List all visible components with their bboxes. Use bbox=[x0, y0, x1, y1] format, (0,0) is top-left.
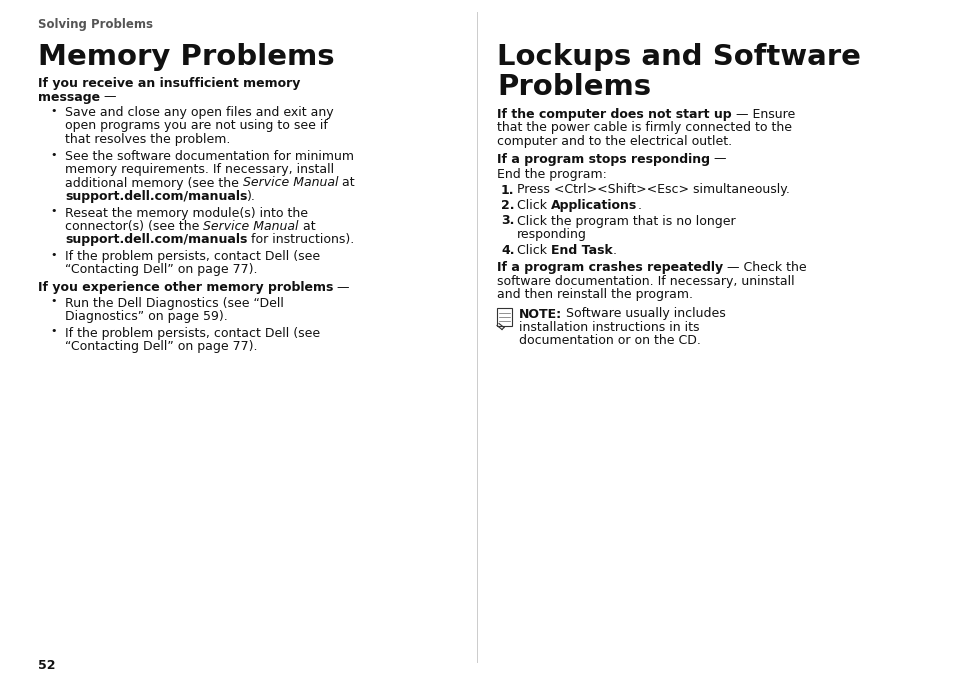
Text: •: • bbox=[50, 297, 56, 307]
Bar bbox=[497, 307, 512, 326]
Text: — Check the: — Check the bbox=[722, 261, 806, 274]
Text: If the problem persists, contact Dell (see: If the problem persists, contact Dell (s… bbox=[65, 326, 320, 339]
Text: NOTE:: NOTE: bbox=[518, 307, 561, 320]
Text: message: message bbox=[38, 91, 100, 104]
Text: •: • bbox=[50, 250, 56, 260]
Text: 2.: 2. bbox=[500, 199, 514, 212]
Text: Solving Problems: Solving Problems bbox=[38, 18, 152, 31]
Text: that the power cable is firmly connected to the: that the power cable is firmly connected… bbox=[497, 121, 791, 135]
Text: If you receive an insufficient memory: If you receive an insufficient memory bbox=[38, 77, 300, 90]
Text: —: — bbox=[100, 91, 116, 104]
Text: that resolves the problem.: that resolves the problem. bbox=[65, 133, 230, 146]
Text: for instructions).: for instructions). bbox=[247, 234, 355, 246]
Text: —: — bbox=[333, 281, 350, 294]
Text: support.dell.com/manuals: support.dell.com/manuals bbox=[65, 234, 247, 246]
Text: Problems: Problems bbox=[497, 73, 651, 101]
Text: Software usually includes: Software usually includes bbox=[561, 307, 725, 320]
Text: installation instructions in its: installation instructions in its bbox=[518, 321, 699, 334]
Text: —: — bbox=[709, 152, 726, 165]
Text: If the problem persists, contact Dell (see: If the problem persists, contact Dell (s… bbox=[65, 250, 320, 263]
Text: and then reinstall the program.: and then reinstall the program. bbox=[497, 288, 692, 301]
Text: computer and to the electrical outlet.: computer and to the electrical outlet. bbox=[497, 135, 731, 148]
Text: Save and close any open files and exit any: Save and close any open files and exit a… bbox=[65, 106, 334, 119]
Text: “Contacting Dell” on page 77).: “Contacting Dell” on page 77). bbox=[65, 340, 257, 353]
Text: .: . bbox=[612, 244, 616, 257]
Text: Memory Problems: Memory Problems bbox=[38, 43, 335, 71]
Text: If a program crashes repeatedly: If a program crashes repeatedly bbox=[497, 261, 722, 274]
Text: ).: ). bbox=[247, 190, 256, 203]
Text: •: • bbox=[50, 150, 56, 160]
Text: connector(s) (see the: connector(s) (see the bbox=[65, 220, 203, 233]
Text: .: . bbox=[637, 199, 640, 212]
Text: documentation or on the CD.: documentation or on the CD. bbox=[518, 334, 700, 347]
Text: — Ensure: — Ensure bbox=[731, 108, 794, 121]
Text: software documentation. If necessary, uninstall: software documentation. If necessary, un… bbox=[497, 274, 794, 288]
Text: additional memory (see the: additional memory (see the bbox=[65, 177, 243, 190]
Text: Service Manual: Service Manual bbox=[203, 220, 298, 233]
Text: Service Manual: Service Manual bbox=[243, 177, 338, 190]
Text: Run the Dell Diagnostics (see “Dell: Run the Dell Diagnostics (see “Dell bbox=[65, 297, 284, 309]
Text: Applications: Applications bbox=[551, 199, 637, 212]
Text: •: • bbox=[50, 206, 56, 217]
Text: at: at bbox=[298, 220, 315, 233]
Text: “Contacting Dell” on page 77).: “Contacting Dell” on page 77). bbox=[65, 263, 257, 276]
Text: See the software documentation for minimum: See the software documentation for minim… bbox=[65, 150, 354, 162]
Text: Click the program that is no longer: Click the program that is no longer bbox=[517, 215, 735, 227]
Text: memory requirements. If necessary, install: memory requirements. If necessary, insta… bbox=[65, 163, 334, 176]
Text: End the program:: End the program: bbox=[497, 168, 606, 181]
Text: Press <Ctrl><Shift><Esc> simultaneously.: Press <Ctrl><Shift><Esc> simultaneously. bbox=[517, 183, 789, 196]
Text: If you experience other memory problems: If you experience other memory problems bbox=[38, 281, 333, 294]
Text: •: • bbox=[50, 326, 56, 336]
Text: Diagnostics” on page 59).: Diagnostics” on page 59). bbox=[65, 310, 228, 323]
Text: Click: Click bbox=[517, 244, 551, 257]
Text: 3.: 3. bbox=[500, 215, 514, 227]
Text: responding: responding bbox=[517, 228, 586, 241]
Text: at: at bbox=[338, 177, 355, 190]
Text: End Task: End Task bbox=[551, 244, 612, 257]
Text: 4.: 4. bbox=[500, 244, 514, 257]
Text: open programs you are not using to see if: open programs you are not using to see i… bbox=[65, 120, 328, 133]
Text: Click: Click bbox=[517, 199, 551, 212]
Text: 52: 52 bbox=[38, 659, 55, 672]
Text: 1.: 1. bbox=[500, 183, 514, 196]
Text: If a program stops responding: If a program stops responding bbox=[497, 152, 709, 165]
Text: support.dell.com/manuals: support.dell.com/manuals bbox=[65, 190, 247, 203]
Text: Reseat the memory module(s) into the: Reseat the memory module(s) into the bbox=[65, 206, 308, 219]
Text: Lockups and Software: Lockups and Software bbox=[497, 43, 860, 71]
Text: •: • bbox=[50, 106, 56, 116]
Text: If the computer does not start up: If the computer does not start up bbox=[497, 108, 731, 121]
